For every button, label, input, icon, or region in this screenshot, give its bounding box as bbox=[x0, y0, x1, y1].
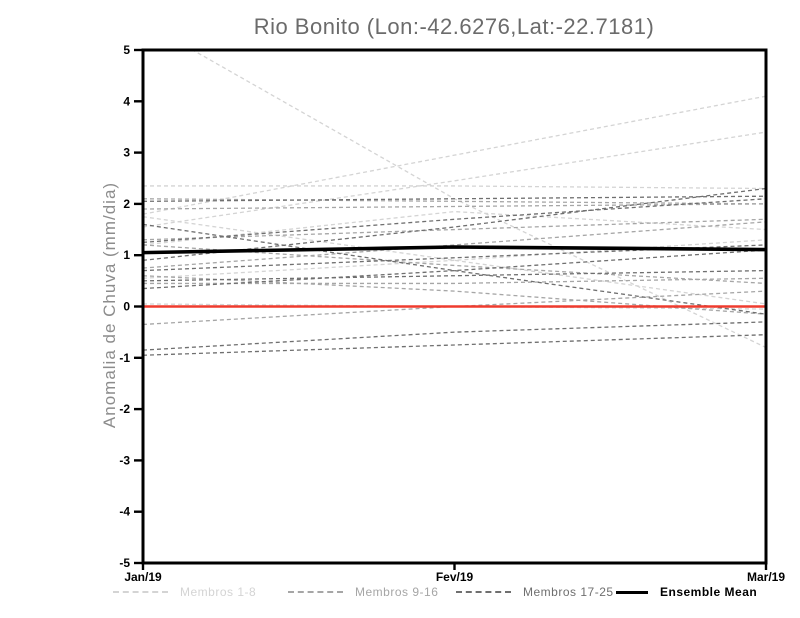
svg-text:2: 2 bbox=[123, 197, 130, 211]
svg-text:4: 4 bbox=[123, 94, 130, 108]
svg-text:-3: -3 bbox=[119, 453, 130, 467]
svg-text:3: 3 bbox=[123, 146, 130, 160]
svg-text:-1: -1 bbox=[119, 351, 130, 365]
svg-text:0: 0 bbox=[123, 300, 130, 314]
svg-text:Mar/19: Mar/19 bbox=[747, 570, 785, 584]
svg-text:-2: -2 bbox=[119, 402, 130, 416]
svg-text:-4: -4 bbox=[119, 505, 130, 519]
svg-text:-5: -5 bbox=[119, 556, 130, 570]
svg-text:Fev/19: Fev/19 bbox=[436, 570, 474, 584]
svg-text:Jan/19: Jan/19 bbox=[124, 570, 162, 584]
svg-text:5: 5 bbox=[123, 43, 130, 57]
svg-text:1: 1 bbox=[123, 248, 130, 262]
chart-title: Rio Bonito (Lon:-42.6276,Lat:-22.7181) bbox=[253, 14, 655, 39]
